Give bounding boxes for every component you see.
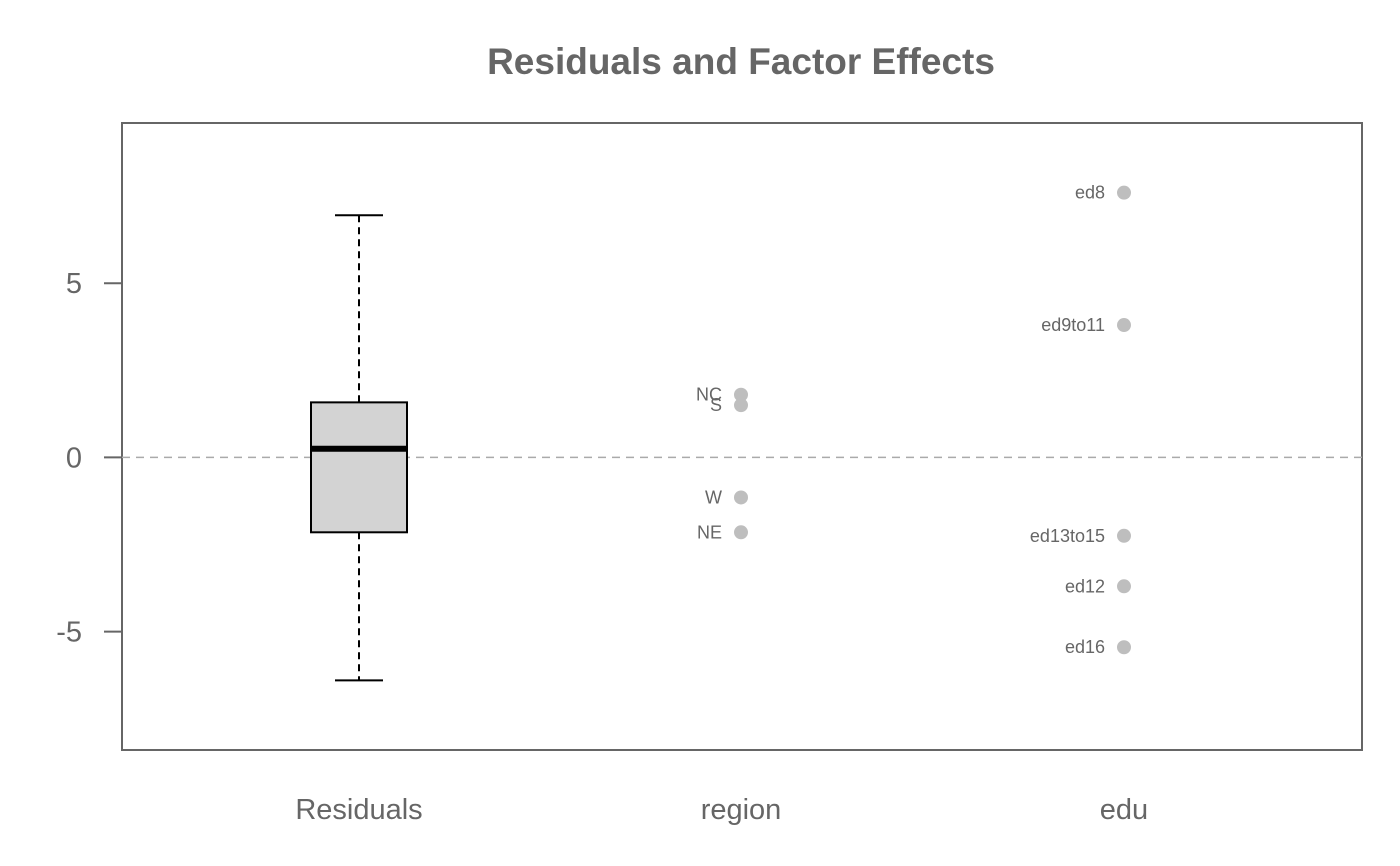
residuals-boxplot <box>310 214 408 682</box>
factor-point <box>734 387 748 402</box>
y-tick-label: -5 <box>56 617 82 649</box>
factor-point-label: ed9to11 <box>1041 315 1105 335</box>
y-axis: -5 0 5 <box>56 268 122 649</box>
factor-point-label: S <box>710 395 722 415</box>
factor-point <box>1117 640 1131 655</box>
plot-frame <box>121 122 1363 751</box>
factor-point <box>1117 528 1131 543</box>
factor-points: NCS W NE ed8 ed9to11 ed13to15 ed12 ed16 <box>696 183 1131 657</box>
y-tick-label: 5 <box>66 268 82 300</box>
factor-point <box>1117 579 1131 594</box>
factor-point-label: ed13to15 <box>1030 526 1105 546</box>
factor-point-label: NC <box>696 385 722 405</box>
category-label: region <box>701 794 782 826</box>
factor-point <box>734 525 748 540</box>
category-label: Residuals <box>295 794 422 826</box>
interquartile-box <box>310 401 408 534</box>
chart-title: Residuals and Factor Effects <box>487 41 995 82</box>
factor-point <box>1117 318 1131 333</box>
y-tick-label: 0 <box>66 442 82 474</box>
category-label: edu <box>1100 794 1148 826</box>
factor-point-label: ed8 <box>1075 183 1105 203</box>
factor-point <box>734 398 748 413</box>
x-axis-categories: Residuals region edu <box>295 794 1148 826</box>
factor-point-label: W <box>705 487 722 507</box>
factor-point-label: NE <box>697 522 722 542</box>
factor-point-label: ed16 <box>1065 637 1105 657</box>
factor-point <box>1117 185 1131 200</box>
factor-point <box>734 490 748 505</box>
factor-point-label: ed12 <box>1065 576 1105 596</box>
